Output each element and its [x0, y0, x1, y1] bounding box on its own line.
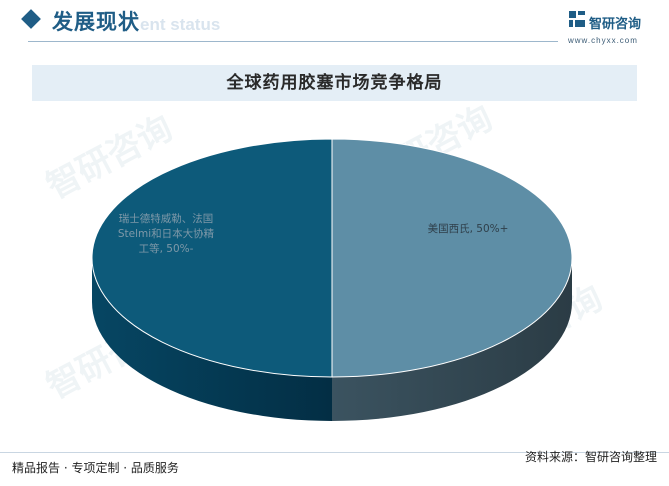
footer-divider: [0, 452, 669, 453]
section-subtitle: ent status: [140, 15, 221, 34]
footer-tagline: 精品报告 · 专项定制 · 品质服务: [12, 461, 179, 475]
logo-brand-name: 智研咨询: [589, 17, 642, 32]
pie-slice-side: [332, 258, 572, 421]
source-note: 资料来源：智研咨询整理: [524, 450, 657, 464]
brand-logo: 智研咨询 www.chyxx.com: [568, 10, 668, 50]
pie-slice: [331, 138, 573, 378]
pie-slice-side: [92, 258, 332, 421]
section-title: 发展现状: [52, 10, 140, 34]
header-divider: [28, 41, 558, 42]
section-header: ent status 发展现状: [0, 0, 669, 50]
logo-site-url: www.chyxx.com: [568, 36, 638, 45]
chart-title-band: 全球药用胶塞市场竞争格局: [32, 65, 637, 101]
logo-mark-icon: [569, 11, 585, 27]
chart-title: 全球药用胶塞市场竞争格局: [226, 73, 443, 93]
pie-slice-label: 美国西氏, 50%+: [428, 222, 509, 235]
pie-slice: [91, 138, 333, 378]
pie-slice-label: 瑞士德特威勒、法国 Stelmi和日本大协精工等, 50%-: [118, 212, 215, 255]
